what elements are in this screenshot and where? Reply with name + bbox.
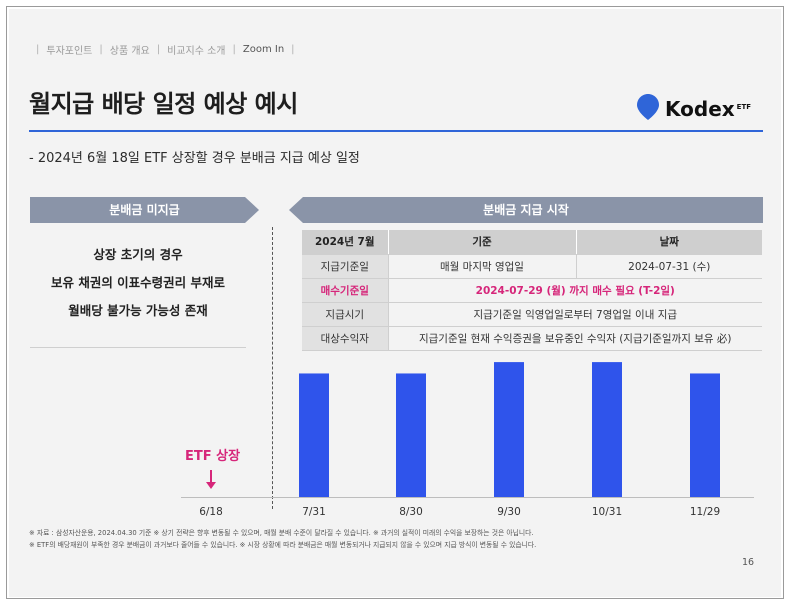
banner-distribution-start: 분배금 지급 시작 [289, 197, 763, 223]
table-header-cell: 2024년 7월 [302, 230, 389, 255]
etf-listing-label: ETF 상장 [185, 449, 241, 464]
table-row: 대상수익자 지급기준일 현재 수익증권을 보유중인 수익자 (지급기준일까지 보… [302, 326, 762, 351]
distribution-bar-chart: 6/18 7/31 8/30 9/30 10/31 11/29 [181, 362, 754, 518]
bar-11/29 [690, 373, 720, 497]
left-divider [30, 347, 246, 348]
page-number: 16 [742, 557, 755, 568]
left-message-line-2: 보유 채권의 이표수령권리 부재로 [50, 275, 226, 290]
x-tick-label: 8/30 [399, 506, 423, 518]
table-cell: 2024-07-31 (수) [576, 254, 762, 279]
left-message-line-1: 상장 초기의 경우 [93, 247, 183, 262]
table-cell: 지급기준일 현재 수익증권을 보유중인 수익자 (지급기준일까지 보유 必) [388, 326, 762, 351]
table-cell: 지급기준일 익영업일로부터 7영업일 이내 지급 [388, 302, 762, 327]
kodex-logo: Kodex ETF [637, 94, 751, 120]
banner-left-label: 분배금 미지급 [109, 203, 180, 217]
table-row-label: 지급시기 [302, 302, 389, 327]
breadcrumb: | 투자포인트 | 상품 개요 | 비교지수 소개 | Zoom In | [36, 44, 295, 57]
arrow-head-icon [206, 482, 216, 489]
x-tick-label: 6/18 [199, 506, 223, 518]
logo-name: Kodex [665, 97, 735, 121]
banner-left-shape [30, 197, 259, 223]
left-message-line-3: 월배당 불가능 가능성 존재 [68, 303, 208, 318]
down-arrow-icon [210, 470, 212, 484]
breadcrumb-item-investment-points[interactable]: 투자포인트 [46, 46, 93, 57]
banner-no-distribution: 분배금 미지급 [30, 197, 259, 223]
bar-9/30 [494, 362, 524, 497]
left-message: 상장 초기의 경우 보유 채권의 이표수령권리 부재로 월배당 불가능 가능성 … [30, 241, 246, 325]
breadcrumb-item-index-intro[interactable]: 비교지수 소개 [167, 46, 226, 57]
table-cell: 2024-07-29 (월) 까지 매수 필요 (T-2일) [388, 278, 762, 303]
table-row-label: 지급기준일 [302, 254, 389, 279]
table-row-highlight: 매수기준일 2024-07-29 (월) 까지 매수 필요 (T-2일) [302, 278, 762, 303]
footnote-2: ※ ETF의 배당재원이 부족한 경우 분배금이 과거보다 줄어들 수 있습니다… [29, 541, 537, 549]
slide: | 투자포인트 | 상품 개요 | 비교지수 소개 | Zoom In | 월지… [9, 9, 781, 597]
title-divider [29, 130, 763, 132]
table-row: 지급기준일 매월 마지막 영업일 2024-07-31 (수) [302, 254, 762, 279]
banner-right-shape [289, 197, 763, 223]
page-title: 월지급 배당 일정 예상 예시 [29, 90, 298, 118]
schedule-table: 2024년 7월 기준 날짜 지급기준일 매월 마지막 영업일 2024-07-… [302, 230, 762, 351]
banner-right-label: 분배금 지급 시작 [483, 203, 569, 217]
logo-sup: ETF [736, 103, 752, 111]
x-tick-label: 7/31 [302, 506, 326, 518]
table-header-cell: 기준 [388, 230, 577, 255]
x-tick-label: 10/31 [592, 506, 622, 518]
table-header-cell: 날짜 [576, 230, 762, 255]
footnote-1: ※ 자료 : 삼성자산운용, 2024.04.30 기준 ※ 상기 전략은 향후… [29, 529, 534, 537]
breadcrumb-item-product-overview[interactable]: 상품 개요 [109, 46, 150, 57]
bar-7/31 [299, 373, 329, 497]
table-row-label: 대상수익자 [302, 326, 389, 351]
x-tick-label: 11/29 [690, 506, 720, 518]
x-tick-label: 9/30 [497, 506, 521, 518]
table-header-row: 2024년 7월 기준 날짜 [302, 230, 762, 255]
location-pin-icon [637, 94, 659, 120]
bar-10/31 [592, 362, 622, 497]
table-cell: 매월 마지막 영업일 [388, 254, 577, 279]
breadcrumb-item-zoom-in[interactable]: Zoom In [242, 44, 285, 55]
table-row: 지급시기 지급기준일 익영업일로부터 7영업일 이내 지급 [302, 302, 762, 327]
table-row-label: 매수기준일 [302, 278, 389, 303]
subtitle: - 2024년 6월 18일 ETF 상장할 경우 분배금 지급 예상 일정 [29, 151, 360, 166]
dashed-divider [272, 227, 273, 509]
bar-8/30 [396, 373, 426, 497]
